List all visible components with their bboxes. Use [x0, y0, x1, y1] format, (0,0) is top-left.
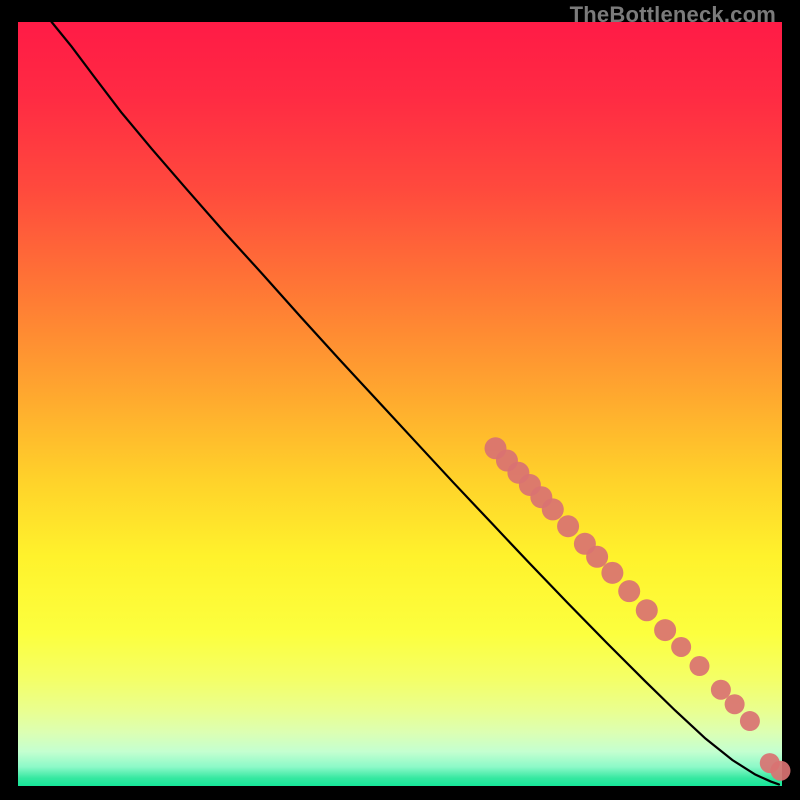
data-marker	[586, 546, 608, 568]
data-marker	[557, 515, 579, 537]
data-marker	[654, 619, 676, 641]
data-marker	[770, 761, 790, 781]
data-marker	[618, 580, 640, 602]
data-marker	[725, 694, 745, 714]
data-marker	[671, 637, 691, 657]
data-marker	[711, 680, 731, 700]
data-marker	[740, 711, 760, 731]
bottleneck-chart	[0, 0, 800, 800]
gradient-background	[18, 22, 782, 786]
data-marker	[601, 562, 623, 584]
attribution-text: TheBottleneck.com	[570, 2, 776, 28]
data-marker	[689, 656, 709, 676]
data-marker	[542, 498, 564, 520]
data-marker	[636, 599, 658, 621]
